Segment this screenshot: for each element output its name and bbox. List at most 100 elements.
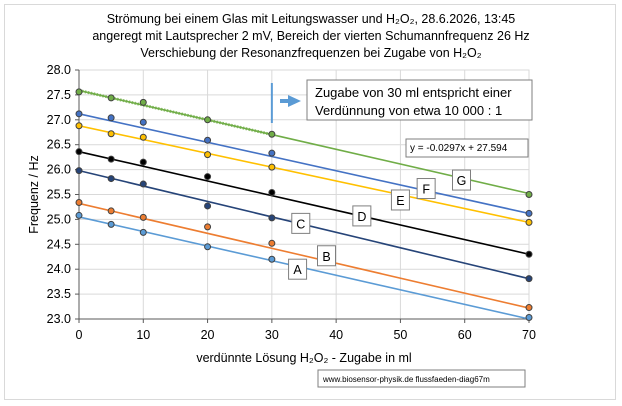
data-point-G	[139, 98, 147, 106]
y-axis-title: Frequenz / Hz	[27, 155, 41, 234]
y-tick-label: 23.5	[47, 287, 71, 301]
note-box	[306, 79, 533, 121]
data-point-C	[75, 167, 83, 175]
series-F	[75, 110, 533, 217]
data-point-E	[107, 130, 115, 138]
source-text: www.biosensor-physik.de flussfaeden-diag…	[322, 375, 490, 384]
series-label-box-B	[317, 245, 336, 267]
note-line-1: Zugabe von 30 ml entspricht einer	[315, 85, 512, 100]
series-label-box-A	[288, 258, 308, 280]
data-point-A	[75, 211, 83, 219]
y-tick-label: 27.5	[47, 88, 71, 102]
trend-line-B	[78, 202, 530, 309]
data-point-E	[268, 163, 276, 171]
data-point-B	[525, 304, 533, 312]
title-line-1: Strömung bei einem Glas mit Leitungswass…	[107, 12, 516, 26]
data-point-E	[204, 151, 212, 159]
data-point-D	[75, 148, 83, 156]
data-point-D	[139, 158, 147, 166]
data-point-D	[107, 155, 115, 163]
note-line-2: Verdünnung von etwa 10 000 : 1	[315, 103, 502, 118]
trendline-equation: y = -0.0297x + 27.594	[410, 143, 508, 154]
axes: 23.0 23.5 24.0 24.5 25.0 25.5 26.0 26.5 27.0 27.5…	[27, 63, 536, 365]
series-labels: A B C D E F G	[288, 169, 471, 280]
series	[75, 88, 533, 322]
series-label-B: B	[322, 250, 330, 264]
data-point-G	[204, 116, 212, 124]
series-E	[75, 122, 533, 226]
source-box	[317, 369, 526, 388]
data-point-A	[525, 314, 533, 322]
title-line-3: Verschiebung der Resonanzfrequenzen bei …	[140, 46, 481, 60]
data-point-F	[204, 136, 212, 144]
data-point-E	[525, 218, 533, 226]
trend-line-F	[78, 113, 530, 215]
series-label-box-C	[291, 212, 311, 234]
data-point-D	[268, 189, 276, 197]
trend-line-D	[78, 150, 530, 256]
chart-frame: Strömung bei einem Glas mit Leitungswass…	[4, 4, 616, 400]
data-point-F	[75, 110, 83, 118]
series-label-C: C	[296, 217, 305, 231]
data-point-F	[139, 118, 147, 126]
series-label-box-D	[352, 205, 372, 227]
data-point-B	[75, 198, 83, 206]
y-tick-label: 26.0	[47, 163, 71, 177]
x-tick-label: 40	[329, 328, 343, 342]
data-point-G	[525, 191, 533, 198]
y-tick-label: 24.0	[47, 262, 71, 276]
trend-line-E	[78, 124, 530, 224]
data-point-C	[204, 202, 212, 210]
resonance-frequency-chart: Strömung bei einem Glas mit Leitungswass…	[27, 12, 536, 388]
y-tick-label: 28.0	[47, 63, 71, 77]
data-point-D	[525, 250, 533, 258]
chart-title: Strömung bei einem Glas mit Leitungswass…	[92, 12, 529, 60]
series-label-F: F	[422, 183, 430, 197]
x-tick-label: 10	[136, 328, 150, 342]
data-point-E	[75, 122, 83, 130]
arrow-icon	[280, 95, 301, 107]
equation-box	[405, 138, 529, 158]
series-label-A: A	[293, 263, 302, 277]
data-point-B	[107, 207, 115, 215]
y-tick-label: 25.5	[47, 188, 71, 202]
series-D	[75, 148, 533, 258]
data-point-F	[107, 114, 115, 122]
data-point-D	[204, 173, 212, 181]
series-label-box-G	[452, 169, 471, 191]
data-point-A	[107, 220, 115, 228]
series-label-E: E	[396, 194, 404, 208]
data-point-B	[139, 213, 147, 221]
data-point-B	[268, 239, 276, 247]
x-tick-label: 30	[265, 328, 279, 342]
data-point-C	[268, 214, 276, 222]
series-label-D: D	[357, 210, 366, 224]
annotations: Zugabe von 30 ml entspricht einer Verdünn…	[270, 79, 533, 388]
data-point-B	[204, 223, 212, 231]
series-B	[75, 198, 533, 312]
x-tick-label: 50	[393, 328, 407, 342]
series-label-G: G	[457, 174, 467, 188]
series-label-box-F	[416, 178, 436, 200]
data-point-A	[204, 243, 212, 251]
x-tick-label: 0	[76, 328, 83, 342]
data-point-A	[139, 228, 147, 236]
data-point-F	[268, 149, 276, 157]
data-point-F	[525, 209, 533, 217]
x-tick-label: 20	[201, 328, 215, 342]
series-label-box-E	[390, 189, 410, 211]
y-tick-label: 26.5	[47, 138, 71, 152]
data-point-G	[268, 130, 276, 138]
y-tick-label: 27.0	[47, 113, 71, 127]
data-point-C	[139, 180, 147, 188]
title-line-2: angeregt mit Lautsprecher 2 mV, Bereich …	[92, 29, 529, 43]
x-tick-label: 70	[522, 328, 536, 342]
x-axis-title: verdünnte Lösung H₂O₂ - Zugabe in ml	[196, 351, 411, 365]
data-point-C	[525, 275, 533, 283]
data-point-G	[107, 94, 115, 102]
data-point-A	[268, 255, 276, 263]
y-tick-label: 24.5	[47, 237, 71, 251]
data-point-G	[75, 88, 83, 96]
x-tick-label: 60	[458, 328, 472, 342]
y-tick-label: 23.0	[47, 312, 71, 326]
